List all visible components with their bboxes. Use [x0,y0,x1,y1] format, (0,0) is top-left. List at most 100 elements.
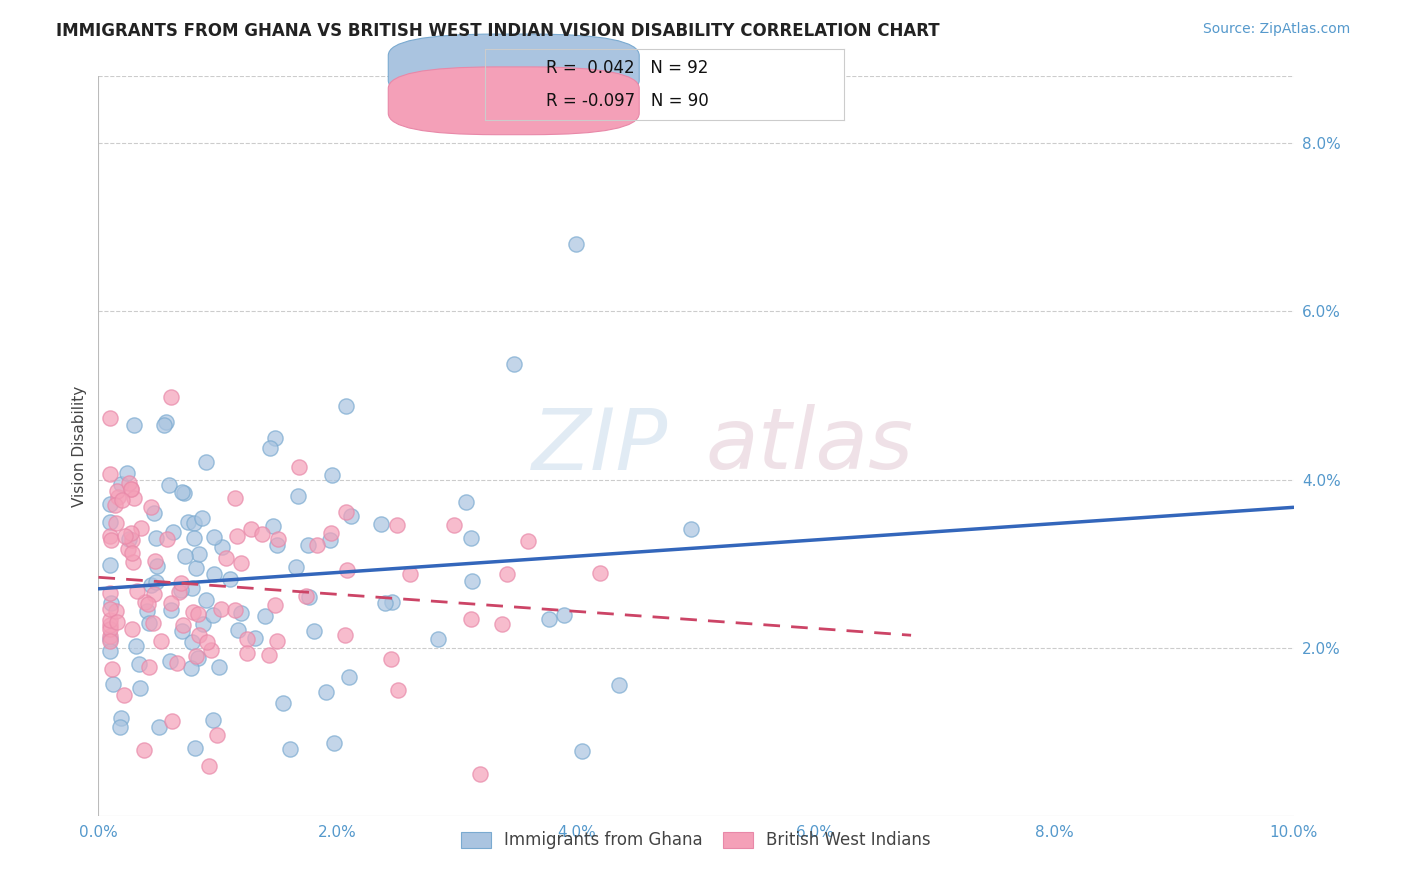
Point [226,623,249,637]
Point [98,629,122,643]
Point [205,728,228,742]
Point [195,593,218,607]
Point [107,490,129,504]
Point [565,237,588,252]
Legend: Immigrants from Ghana, British West Indians: Immigrants from Ghana, British West Indi… [454,824,938,856]
Point [121,533,143,547]
Point [138,660,160,674]
Text: R =  0.042   N = 92: R = 0.042 N = 92 [546,59,709,77]
Point [142,616,165,631]
Point [98,467,122,481]
Point [229,606,252,620]
Point [370,517,392,532]
Point [298,590,321,604]
Point [195,635,218,649]
Point [280,741,302,756]
Point [98,634,122,648]
Point [98,528,122,542]
Point [170,485,193,500]
Point [224,491,246,505]
Point [517,533,540,548]
Point [149,634,172,648]
Point [101,661,124,675]
Point [120,482,142,496]
Point [104,516,127,531]
Point [98,558,122,573]
Point [315,685,337,699]
Point [134,595,156,609]
Point [266,538,288,552]
Point [460,531,482,545]
Point [183,605,205,619]
Point [496,566,519,581]
Point [181,635,204,649]
Point [125,640,148,654]
Point [187,651,209,665]
Point [200,642,222,657]
Point [98,602,122,616]
Point [146,559,169,574]
Point [468,767,491,781]
Point [319,526,342,541]
Point [374,596,396,610]
Text: atlas: atlas [706,404,914,488]
Point [110,492,132,507]
Point [98,622,122,636]
Point [186,560,208,574]
Point [98,613,122,627]
Point [105,604,128,618]
Point [209,602,232,616]
Point [98,643,122,657]
Point [337,670,360,684]
Point [336,563,359,577]
Point [681,522,703,536]
Point [180,581,202,595]
Point [100,596,122,610]
Point [170,582,193,597]
Point [173,617,195,632]
Point [202,713,225,727]
Point [284,560,307,574]
Text: R = -0.097   N = 90: R = -0.097 N = 90 [546,92,709,110]
Point [191,510,214,524]
Point [110,720,132,734]
Point [145,531,167,545]
Point [202,608,225,623]
Point [224,602,246,616]
Point [215,550,238,565]
Point [202,530,225,544]
Point [118,532,141,546]
Point [117,541,139,556]
Point [243,631,266,645]
Point [193,617,215,632]
Point [180,661,202,675]
Point [103,677,125,691]
Point [105,615,128,629]
Point [184,741,207,756]
Point [229,557,252,571]
Text: ZIP: ZIP [533,404,668,488]
Point [98,618,122,632]
Point [443,518,465,533]
Point [211,540,233,554]
Point [145,554,167,568]
Point [177,515,200,529]
Point [142,506,165,520]
Point [122,555,145,569]
Point [159,390,181,404]
Point [110,711,132,725]
Point [162,525,184,540]
Point [266,634,288,648]
Point [297,538,319,552]
Point [252,526,274,541]
Point [120,525,142,540]
Point [122,491,145,506]
Point [307,538,329,552]
Point [159,654,181,668]
Point [253,609,276,624]
Point [287,459,309,474]
Point [129,521,152,535]
Point [145,575,167,590]
Point [141,578,163,592]
Point [157,478,180,492]
